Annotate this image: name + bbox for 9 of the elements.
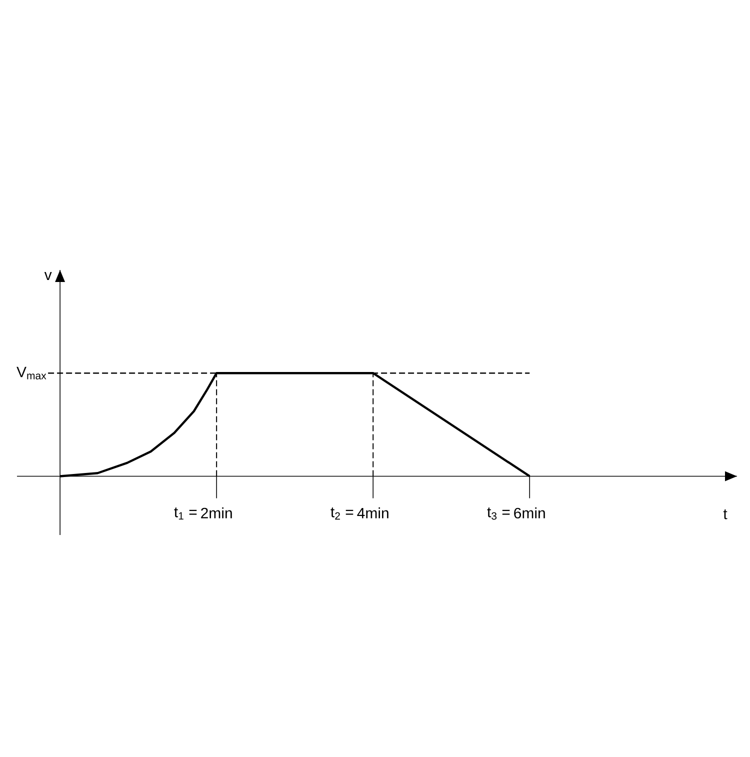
annotation: t$_{3}$ =: [487, 508, 510, 520]
x-tick-label: 6min: [514, 507, 545, 518]
x-axis-title: t: [723, 509, 728, 520]
annotation: t$_{2}$ =: [330, 508, 354, 520]
ref-line-label: V$_{max}$: [16, 366, 46, 380]
x-tick-label: 4min: [357, 507, 388, 518]
x-tick-label: 2min: [201, 507, 232, 518]
annotation: t$_{1}$ =: [174, 508, 197, 520]
text: v: [44, 272, 52, 280]
